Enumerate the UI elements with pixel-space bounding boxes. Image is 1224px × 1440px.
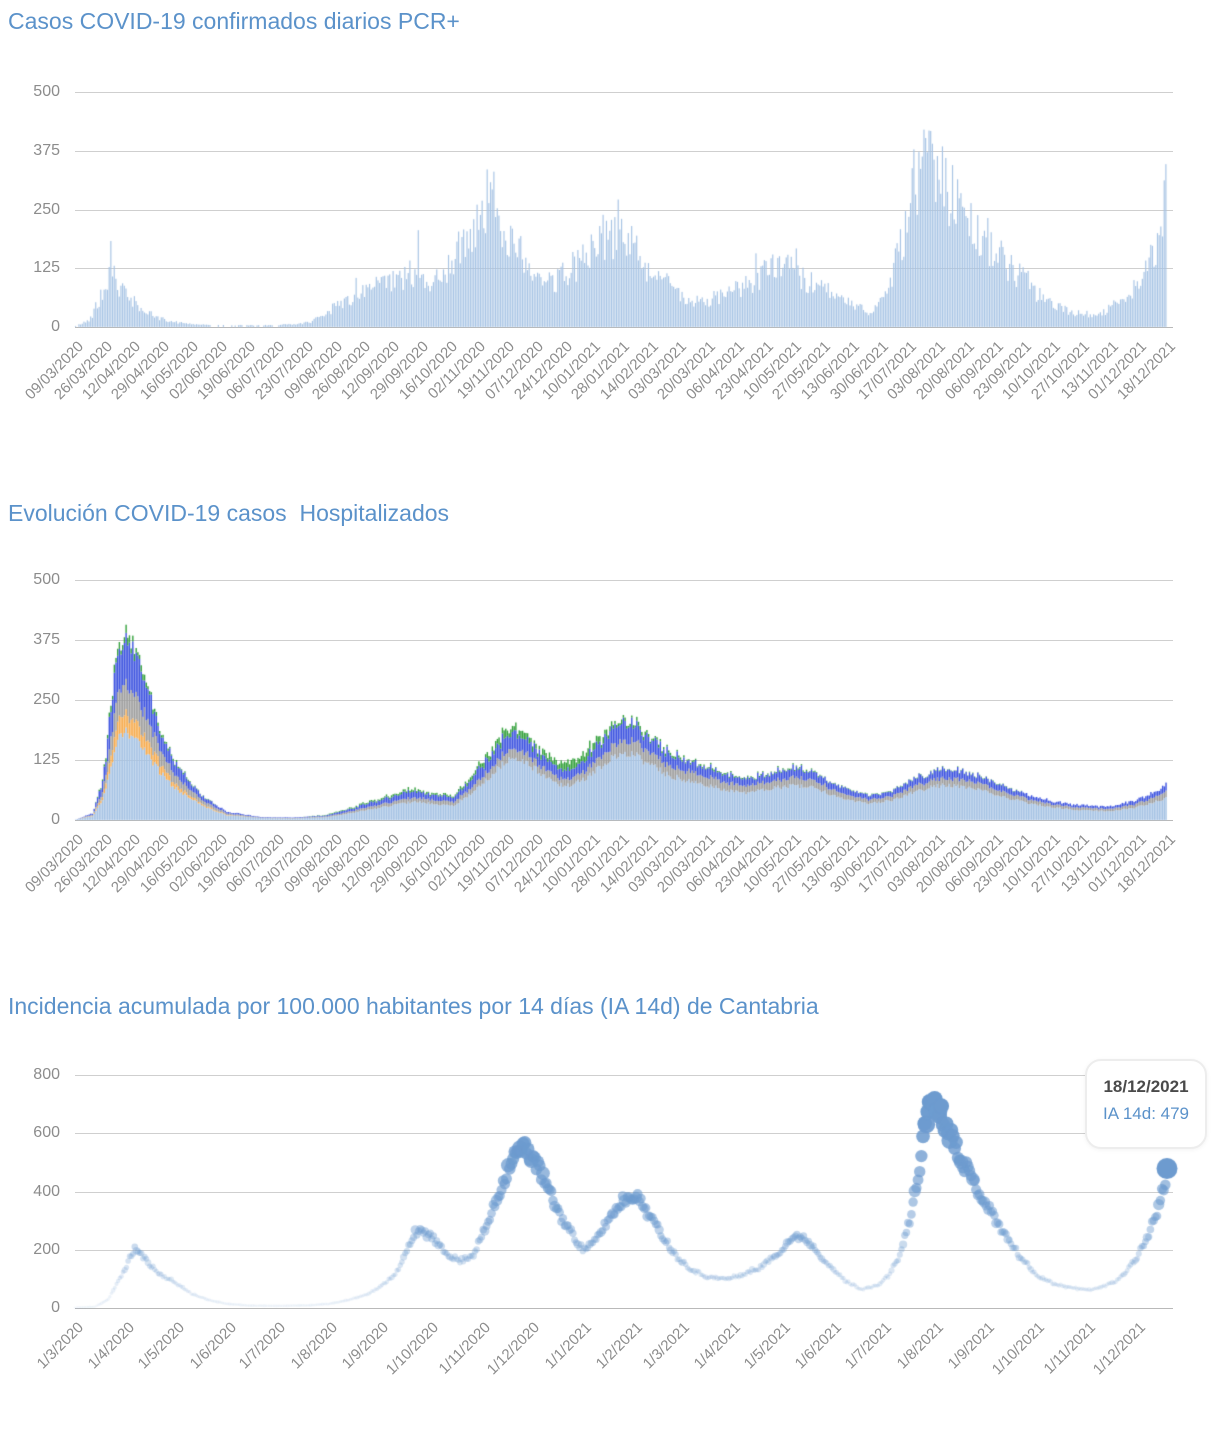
chart-tooltip: 18/12/2021 IA 14d: 479 (1085, 1059, 1207, 1149)
tooltip-value: IA 14d: 479 (1102, 1104, 1190, 1123)
tooltip-date: 18/12/2021 (1103, 1077, 1189, 1096)
